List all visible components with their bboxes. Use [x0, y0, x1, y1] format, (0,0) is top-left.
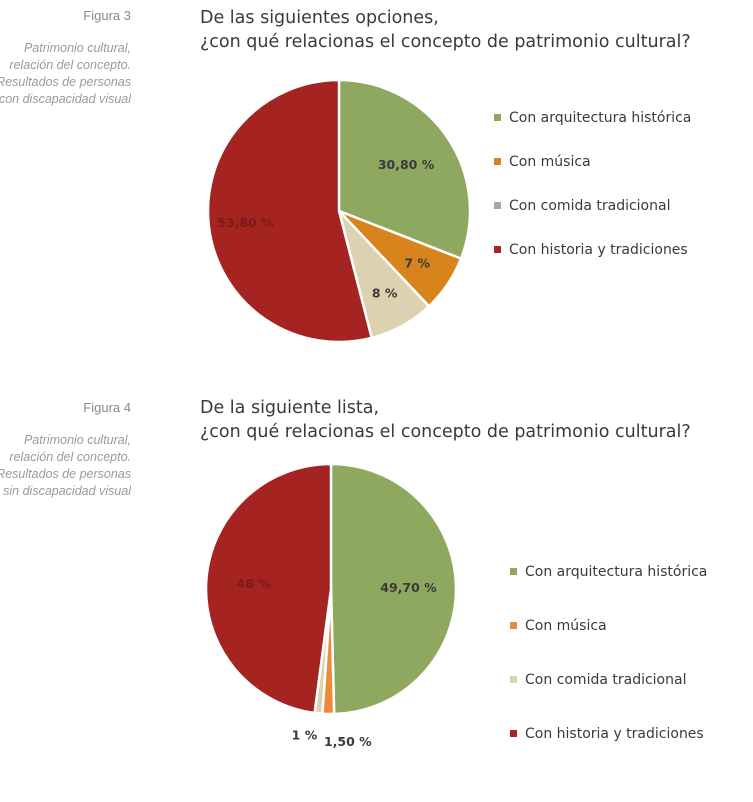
legend-swatch	[494, 245, 501, 253]
pie-label-2-4: 48 %	[237, 576, 272, 591]
figure-4-caption: Patrimonio cultural, relación del concep…	[0, 433, 131, 498]
pie-label-2-3: 1 %	[292, 727, 318, 742]
figure-4-number: Figura 4	[83, 400, 131, 415]
chart-2-title-line1: De la siguiente lista,	[200, 398, 380, 418]
legend-item-2-4: Con historia y tradiciones	[510, 726, 704, 742]
legend-item-1-4: Con historia y tradiciones	[494, 242, 688, 258]
figure-3-number: Figura 3	[83, 8, 131, 23]
legend-label: Con comida tradicional	[525, 672, 687, 688]
pie-label-1-4: 53,80 %	[217, 215, 274, 230]
legend-item-1-2: Con música	[494, 154, 591, 170]
legend-label: Con comida tradicional	[509, 198, 671, 214]
legend-item-2-2: Con música	[510, 618, 607, 634]
pie-slice-1-4	[206, 78, 374, 344]
pie-slice-1-1	[337, 78, 472, 261]
legend-label: Con historia y tradiciones	[509, 242, 688, 258]
legend-swatch	[510, 621, 517, 629]
pie-slice-2-1	[329, 462, 458, 716]
legend-swatch	[510, 675, 517, 683]
legend-label: Con música	[525, 618, 607, 634]
legend-label: Con historia y tradiciones	[525, 726, 704, 742]
legend-swatch	[510, 567, 517, 575]
chart-1-title-line1: De las siguientes opciones,	[200, 8, 439, 28]
pie-label-1-1: 30,80 %	[378, 157, 435, 172]
legend-label: Con arquitectura histórica	[525, 564, 708, 580]
figure-3-caption: Patrimonio cultural, relación del concep…	[0, 41, 131, 106]
chart-2-title: De la siguiente lista, ¿con qué relacion…	[200, 396, 691, 444]
pie-slice-2-4	[204, 462, 333, 715]
legend-item-2-3: Con comida tradicional	[510, 672, 686, 688]
legend-label: Con música	[509, 154, 591, 170]
legend-item-2-1: Con arquitectura histórica	[510, 564, 707, 580]
legend-swatch	[510, 729, 517, 737]
chart-1-title: De las siguientes opciones, ¿con qué rel…	[200, 6, 691, 54]
pie-label-1-2: 7 %	[404, 256, 430, 271]
chart-1-title-line2: ¿con qué relacionas el concepto de patri…	[200, 32, 691, 52]
legend-swatch	[494, 113, 501, 121]
chart-2-title-line2: ¿con qué relacionas el concepto de patri…	[200, 422, 691, 442]
legend-item-1-1: Con arquitectura histórica	[494, 110, 691, 126]
legend-item-1-3: Con comida tradicional	[494, 198, 670, 214]
legend-swatch	[494, 157, 501, 165]
legend-swatch	[494, 201, 501, 209]
pie-label-2-2: 1,50 %	[324, 734, 372, 749]
pie-label-2-1: 49,70 %	[380, 580, 437, 595]
pie-label-1-3: 8 %	[372, 286, 398, 301]
legend-label: Con arquitectura histórica	[509, 110, 692, 126]
